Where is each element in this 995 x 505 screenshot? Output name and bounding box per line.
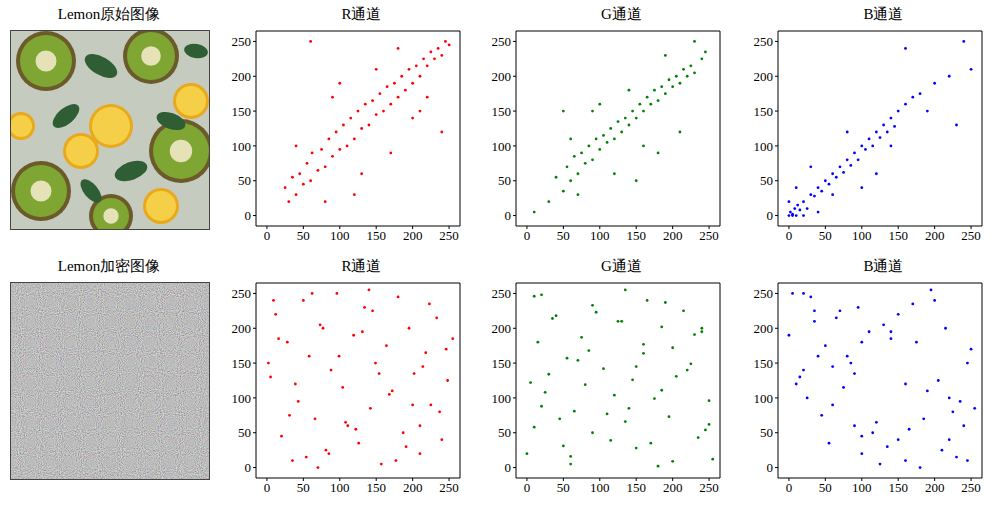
- svg-text:50: 50: [819, 480, 832, 495]
- svg-text:100: 100: [232, 391, 252, 406]
- svg-text:0: 0: [524, 480, 531, 495]
- svg-text:200: 200: [663, 228, 683, 243]
- svg-text:100: 100: [330, 480, 350, 495]
- svg-text:150: 150: [366, 480, 386, 495]
- svg-text:0: 0: [264, 480, 271, 495]
- svg-text:150: 150: [888, 480, 908, 495]
- html-text:G通道: G通道: [601, 6, 642, 22]
- html-text:Lemon加密图像: Lemon加密图像: [57, 258, 161, 274]
- svg-text:50: 50: [557, 228, 570, 243]
- svg-text:250: 250: [232, 286, 252, 301]
- svg-text:100: 100: [590, 480, 610, 495]
- svg-text:50: 50: [557, 480, 570, 495]
- svg-text:50: 50: [498, 173, 511, 188]
- svg-text:200: 200: [925, 480, 945, 495]
- svg-text:200: 200: [492, 69, 512, 84]
- svg-text:250: 250: [699, 228, 719, 243]
- svg-text:50: 50: [297, 480, 310, 495]
- svg-text:250: 250: [754, 286, 774, 301]
- svg-text:0: 0: [245, 460, 252, 475]
- svg-text:0: 0: [245, 208, 252, 223]
- svg-text:200: 200: [754, 69, 774, 84]
- svg-text:50: 50: [238, 425, 251, 440]
- svg-text:0: 0: [767, 460, 774, 475]
- svg-text:200: 200: [754, 321, 774, 336]
- svg-text:100: 100: [590, 228, 610, 243]
- svg-text:250: 250: [439, 480, 459, 495]
- svg-text:250: 250: [754, 34, 774, 49]
- svg-text:0: 0: [786, 228, 793, 243]
- svg-text:250: 250: [961, 480, 981, 495]
- svg-text:50: 50: [297, 228, 310, 243]
- svg-text:150: 150: [626, 480, 646, 495]
- html-text:R通道: R通道: [341, 258, 382, 274]
- html-text:Lemon原始图像: Lemon原始图像: [57, 6, 161, 22]
- svg-text:100: 100: [232, 139, 252, 154]
- svg-text:250: 250: [439, 228, 459, 243]
- svg-text:200: 200: [403, 228, 423, 243]
- svg-text:100: 100: [492, 391, 512, 406]
- svg-text:200: 200: [403, 480, 423, 495]
- svg-text:250: 250: [232, 34, 252, 49]
- svg-text:150: 150: [492, 356, 512, 371]
- svg-text:150: 150: [754, 104, 774, 119]
- html-text:B通道: B通道: [863, 6, 904, 22]
- svg-text:100: 100: [492, 139, 512, 154]
- svg-text:200: 200: [232, 321, 252, 336]
- svg-text:100: 100: [754, 391, 774, 406]
- svg-text:0: 0: [786, 480, 793, 495]
- svg-text:150: 150: [232, 104, 252, 119]
- svg-text:150: 150: [888, 228, 908, 243]
- svg-text:250: 250: [492, 34, 512, 49]
- html-text:B通道: B通道: [863, 258, 904, 274]
- svg-text:100: 100: [852, 480, 872, 495]
- svg-text:200: 200: [492, 321, 512, 336]
- svg-text:200: 200: [663, 480, 683, 495]
- svg-text:50: 50: [760, 425, 773, 440]
- svg-text:200: 200: [232, 69, 252, 84]
- svg-text:0: 0: [505, 208, 512, 223]
- svg-text:100: 100: [852, 228, 872, 243]
- svg-text:50: 50: [819, 228, 832, 243]
- svg-text:0: 0: [264, 228, 271, 243]
- svg-text:0: 0: [524, 228, 531, 243]
- svg-text:250: 250: [961, 228, 981, 243]
- svg-text:150: 150: [626, 228, 646, 243]
- svg-text:100: 100: [330, 228, 350, 243]
- svg-text:150: 150: [366, 228, 386, 243]
- svg-text:250: 250: [492, 286, 512, 301]
- html-text:G通道: G通道: [601, 258, 642, 274]
- svg-text:200: 200: [925, 228, 945, 243]
- svg-text:150: 150: [754, 356, 774, 371]
- svg-text:0: 0: [767, 208, 774, 223]
- svg-text:150: 150: [492, 104, 512, 119]
- svg-text:100: 100: [754, 139, 774, 154]
- svg-text:250: 250: [699, 480, 719, 495]
- svg-text:50: 50: [238, 173, 251, 188]
- svg-text:0: 0: [505, 460, 512, 475]
- html-text:R通道: R通道: [341, 6, 382, 22]
- svg-text:50: 50: [760, 173, 773, 188]
- svg-text:50: 50: [498, 425, 511, 440]
- svg-text:150: 150: [232, 356, 252, 371]
